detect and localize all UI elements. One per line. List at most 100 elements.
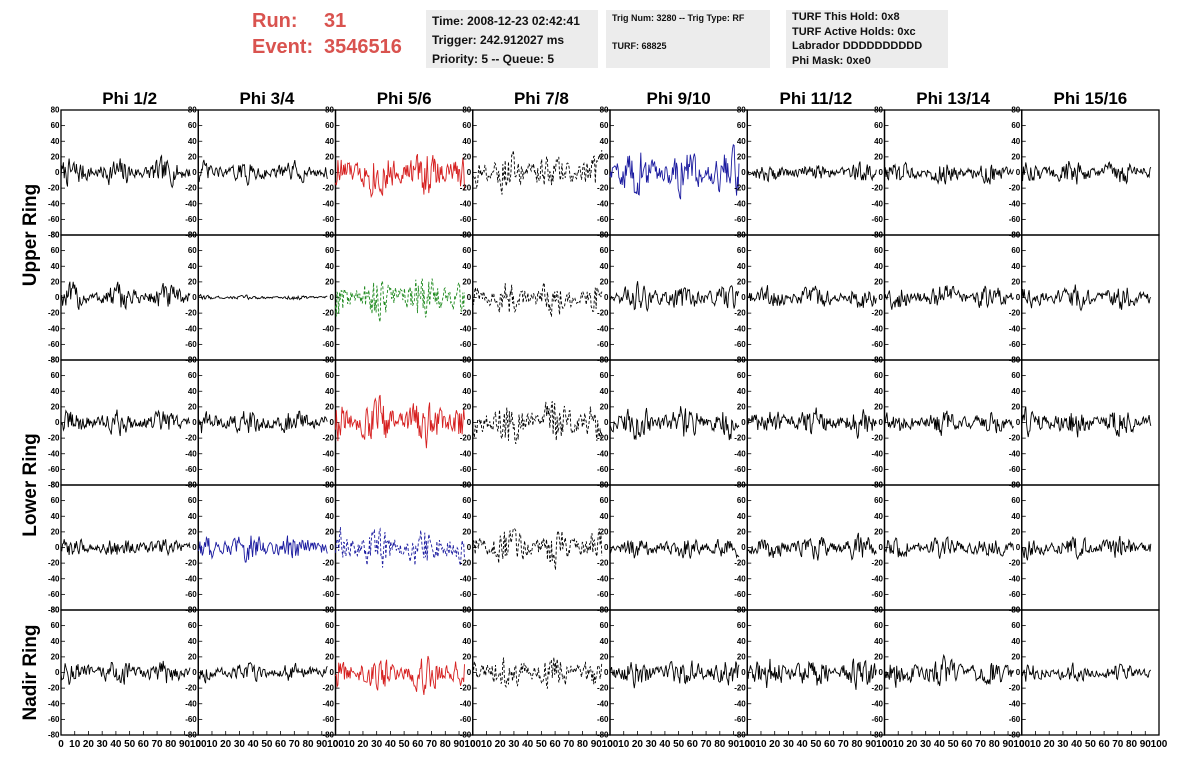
y-tick-label: 0 <box>879 293 884 302</box>
y-tick-label: -40 <box>460 699 472 708</box>
y-tick-label: 60 <box>737 121 746 130</box>
y-tick-label: 40 <box>874 637 883 646</box>
y-tick-label: 60 <box>325 496 334 505</box>
y-tick-label: 20 <box>462 402 471 411</box>
waveform-line <box>1021 406 1152 438</box>
x-tick-label: 30 <box>234 739 246 750</box>
y-tick-label: 0 <box>467 293 472 302</box>
y-tick-label: 0 <box>467 168 472 177</box>
y-tick-label: 0 <box>741 168 746 177</box>
y-tick-label: 0 <box>604 418 609 427</box>
y-tick-label: 0 <box>1016 168 1021 177</box>
waveform-line <box>197 661 328 684</box>
y-tick-label: 40 <box>737 512 746 521</box>
panel-r4-c7: -80 -60 -40 -20 0 20 40 60 80 <box>1009 606 1160 740</box>
x-tick-label: 10 <box>893 739 905 750</box>
y-tick-label: 60 <box>462 246 471 255</box>
x-tick-label: 40 <box>797 739 809 750</box>
y-tick-label: 20 <box>600 527 609 536</box>
y-tick-label: -80 <box>597 731 609 740</box>
y-tick-label: 40 <box>600 512 609 521</box>
y-tick-label: 0 <box>192 168 197 177</box>
waveform-line <box>335 394 465 449</box>
x-tick-label: 50 <box>810 739 822 750</box>
x-tick-label: 40 <box>110 739 122 750</box>
y-tick-label: 20 <box>325 527 334 536</box>
y-tick-label: 20 <box>188 277 197 286</box>
y-tick-label: -40 <box>1009 449 1021 458</box>
y-tick-label: -60 <box>460 715 472 724</box>
x-tick-label: 50 <box>124 739 136 750</box>
panel-r4-c1: -80 -60 -40 -20 0 20 40 60 80 <box>185 606 337 740</box>
x-tick-label: 30 <box>508 739 520 750</box>
waveform-line <box>884 285 1014 310</box>
ring-label: Nadir Ring <box>20 624 41 720</box>
y-tick-label: 60 <box>51 496 60 505</box>
y-tick-label: -60 <box>185 340 197 349</box>
y-tick-label: 40 <box>462 512 471 521</box>
x-tick-label: 30 <box>371 739 383 750</box>
y-tick-label: 0 <box>879 668 884 677</box>
y-tick-label: 0 <box>879 543 884 552</box>
y-tick-label: 20 <box>737 527 746 536</box>
priority-line: Priority: 5 -- Queue: 5 <box>432 52 555 66</box>
y-tick-label: -60 <box>185 215 197 224</box>
waveform-line <box>609 660 740 689</box>
x-tick-label: 0 <box>333 739 339 750</box>
y-tick-label: -20 <box>460 309 472 318</box>
time-info-box: Time: 2008-12-23 02:42:41 Trigger: 242.9… <box>426 10 598 68</box>
waveform-line <box>60 660 191 685</box>
y-tick-label: 20 <box>51 527 60 536</box>
x-tick-label: 40 <box>385 739 397 750</box>
y-tick-label: -60 <box>734 215 746 224</box>
y-tick-label: 0 <box>1016 418 1021 427</box>
y-tick-label: 60 <box>51 246 60 255</box>
y-tick-label: 20 <box>1011 402 1020 411</box>
y-tick-label: 80 <box>462 481 471 490</box>
x-tick-label: 0 <box>195 739 201 750</box>
y-tick-label: 60 <box>1011 621 1020 630</box>
y-tick-label: 80 <box>325 481 334 490</box>
y-tick-label: -40 <box>871 449 883 458</box>
y-tick-label: -20 <box>734 184 746 193</box>
y-tick-label: -60 <box>1009 215 1021 224</box>
y-tick-label: -60 <box>48 465 60 474</box>
x-tick-label: 40 <box>248 739 260 750</box>
y-tick-label: 80 <box>325 231 334 240</box>
y-tick-label: 20 <box>600 652 609 661</box>
y-tick-label: -20 <box>322 184 334 193</box>
y-tick-label: -20 <box>460 684 472 693</box>
y-tick-label: 0 <box>192 418 197 427</box>
y-tick-label: 0 <box>467 543 472 552</box>
column-label: Phi 5/6 <box>377 89 432 108</box>
waveform-line <box>197 159 328 187</box>
y-tick-label: 40 <box>737 137 746 146</box>
y-tick-label: 60 <box>874 121 883 130</box>
y-tick-label: -40 <box>48 574 60 583</box>
column-label: Phi 7/8 <box>514 89 569 108</box>
y-tick-label: 40 <box>462 637 471 646</box>
turf-active-holds: TURF Active Holds: 0xc <box>792 25 916 38</box>
y-tick-label: -40 <box>734 324 746 333</box>
y-tick-label: 0 <box>55 418 60 427</box>
y-tick-label: 40 <box>325 512 334 521</box>
y-tick-label: 0 <box>1016 293 1021 302</box>
x-tick-label: 100 <box>739 739 756 750</box>
y-tick-label: 60 <box>51 371 60 380</box>
y-tick-label: 80 <box>51 106 60 115</box>
ring-label: Upper Ring <box>20 184 41 286</box>
y-tick-label: -40 <box>871 574 883 583</box>
y-tick-label: 40 <box>600 137 609 146</box>
x-tick-label: 0 <box>1019 739 1025 750</box>
x-tick-label: 70 <box>152 739 164 750</box>
waveform-line <box>1021 535 1152 561</box>
waveform-line <box>197 535 328 563</box>
